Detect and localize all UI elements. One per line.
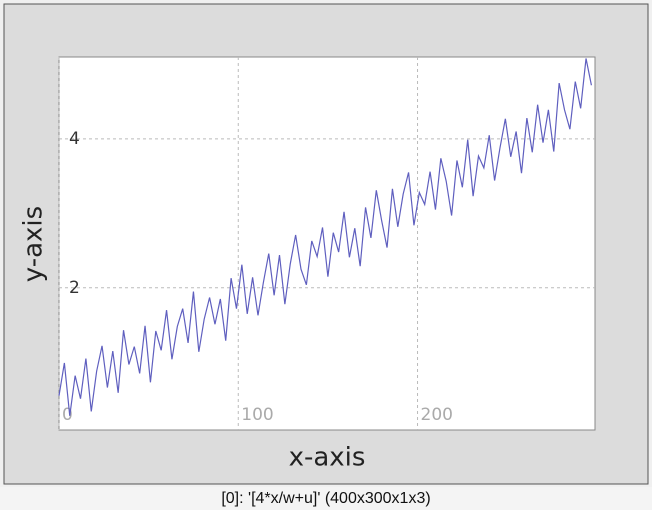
chart: x-axis y-axis 0 100 200 2 4 [3, 3, 649, 485]
data-line [58, 58, 593, 416]
x-tick-label: 100 [241, 405, 273, 425]
y-tick-label: 4 [69, 129, 80, 149]
x-axis-label: x-axis [289, 443, 366, 473]
x-tick-label: 200 [421, 405, 453, 425]
status-bar: [0]: '[4*x/w+u]' (400x300x1x3) [0, 487, 652, 510]
y-tick-label: 2 [69, 278, 80, 298]
x-tick-label: 0 [62, 405, 73, 425]
plot-area [58, 56, 596, 431]
y-axis-label: y-axis [19, 206, 49, 282]
